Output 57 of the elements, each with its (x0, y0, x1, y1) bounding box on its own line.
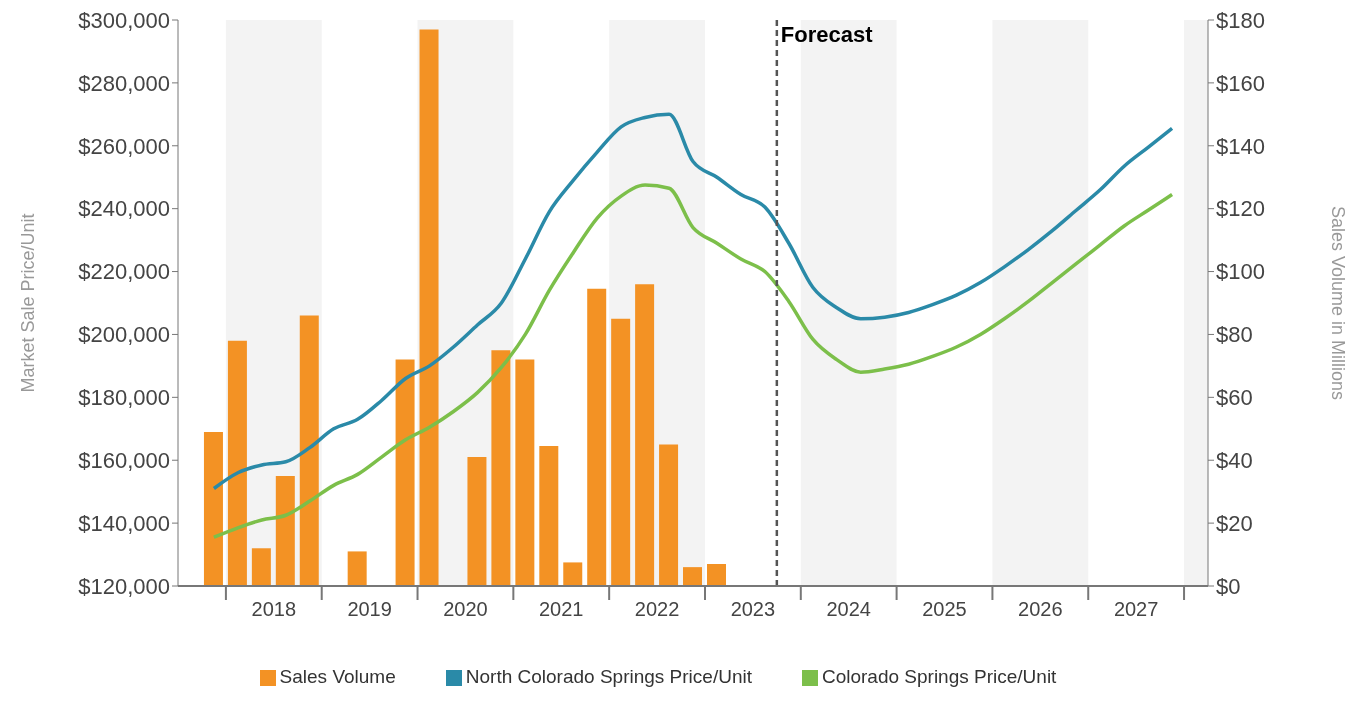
y-tick-label: $180,000 (78, 385, 170, 411)
y2-tick-label: $20 (1216, 510, 1253, 536)
bar (706, 563, 726, 586)
bar (227, 340, 247, 586)
y2-tick-label: $100 (1216, 259, 1265, 285)
y2-tick-label: $80 (1216, 322, 1253, 348)
bar (563, 562, 583, 586)
bar (515, 359, 535, 586)
bar (275, 475, 295, 586)
x-tick-label: 2023 (730, 598, 776, 620)
y-tick-label: $220,000 (78, 259, 170, 285)
bar (659, 444, 679, 586)
bar (491, 350, 511, 586)
x-tick-label: 2027 (1113, 598, 1159, 620)
x-tick-label: 2025 (922, 598, 967, 620)
bar (587, 288, 607, 586)
y2-tick-label: $0 (1216, 573, 1241, 599)
bar (611, 318, 631, 586)
y-tick-label: $240,000 (78, 196, 170, 222)
bar (251, 548, 271, 586)
y-axis-title: Market Sale Price/Unit (18, 213, 39, 393)
bar (347, 551, 367, 586)
x-tick-label: 2021 (539, 598, 584, 620)
bar (419, 29, 439, 586)
y2-tick-label: $180 (1216, 7, 1265, 33)
ref-line-label: Forecast (780, 21, 874, 47)
y-tick-label: $260,000 (78, 133, 170, 159)
bar (683, 567, 703, 586)
bar (467, 457, 487, 586)
line-series (212, 183, 1174, 540)
y-tick-label: $120,000 (78, 573, 170, 599)
y-tick-label: $140,000 (78, 510, 170, 536)
y-tick-label: $300,000 (78, 7, 170, 33)
bar (635, 284, 655, 586)
y2-tick-label: $120 (1216, 196, 1265, 222)
y-tick-label: $280,000 (78, 70, 170, 96)
y-tick-label: $200,000 (78, 322, 170, 348)
legend-label: Sales Volume (279, 666, 396, 687)
bar (299, 315, 319, 586)
bar (203, 431, 223, 586)
y-tick-label: $160,000 (78, 448, 170, 474)
y2-axis-title: Sales Volume in Millions (1327, 205, 1348, 401)
bar (395, 359, 415, 586)
y2-tick-label: $160 (1216, 70, 1265, 96)
x-tick-label: 2019 (347, 598, 392, 620)
x-tick-label: 2024 (826, 598, 871, 620)
x-tick-label: 2020 (443, 598, 488, 620)
x-tick-label: 2026 (1018, 598, 1063, 620)
y2-tick-label: $140 (1216, 133, 1265, 159)
y2-tick-label: $40 (1216, 448, 1253, 474)
legend-label: North Colorado Springs Price/Unit (465, 666, 752, 687)
bar (539, 446, 559, 586)
x-tick-label: 2018 (251, 598, 297, 620)
x-tick-label: 2022 (634, 598, 680, 620)
y2-tick-label: $60 (1216, 385, 1253, 411)
line-series (212, 112, 1174, 491)
legend-label: Colorado Springs Price/Unit (821, 666, 1057, 687)
